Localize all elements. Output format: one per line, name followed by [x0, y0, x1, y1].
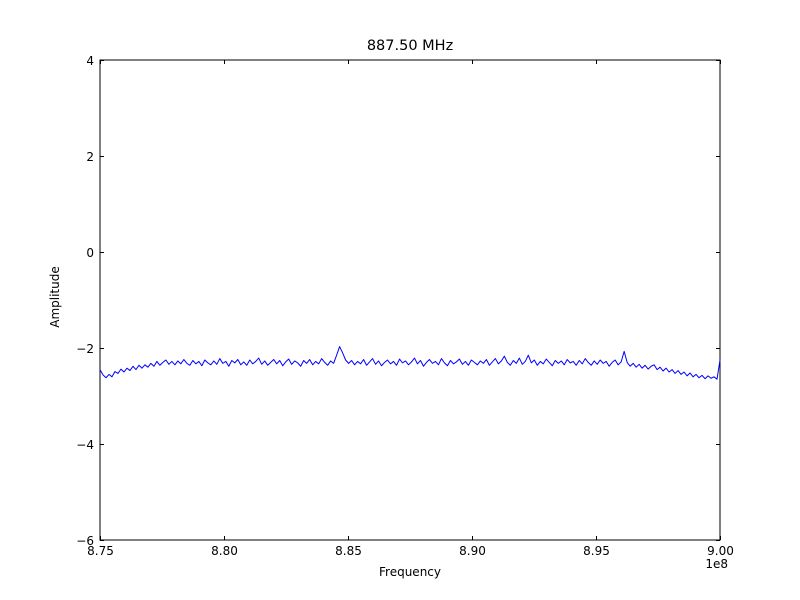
data-series-line — [99, 346, 721, 380]
y-tick-label: 4 — [86, 53, 94, 68]
y-tick-label: −2 — [76, 341, 94, 356]
x-axis-offset-label: 1e8 — [705, 557, 728, 571]
x-tick-label: 8.80 — [211, 544, 238, 558]
x-tick-label: 8.85 — [335, 544, 362, 558]
x-tick-label: 8.95 — [583, 544, 610, 558]
chart-title: 887.50 MHz — [366, 38, 454, 54]
x-tick-label: 9.00 — [707, 544, 734, 558]
y-axis-label: Amplitude — [48, 266, 62, 328]
y-tick-label: −6 — [76, 533, 94, 548]
y-tick-label: 0 — [86, 245, 94, 260]
x-tick-label: 8.75 — [87, 544, 114, 558]
x-tick-label: 8.90 — [459, 544, 486, 558]
y-tick-label: 2 — [86, 149, 94, 164]
y-tick-label: −4 — [76, 437, 94, 452]
x-axis-label: Frequency — [379, 565, 441, 579]
axes-frame — [99, 59, 721, 541]
